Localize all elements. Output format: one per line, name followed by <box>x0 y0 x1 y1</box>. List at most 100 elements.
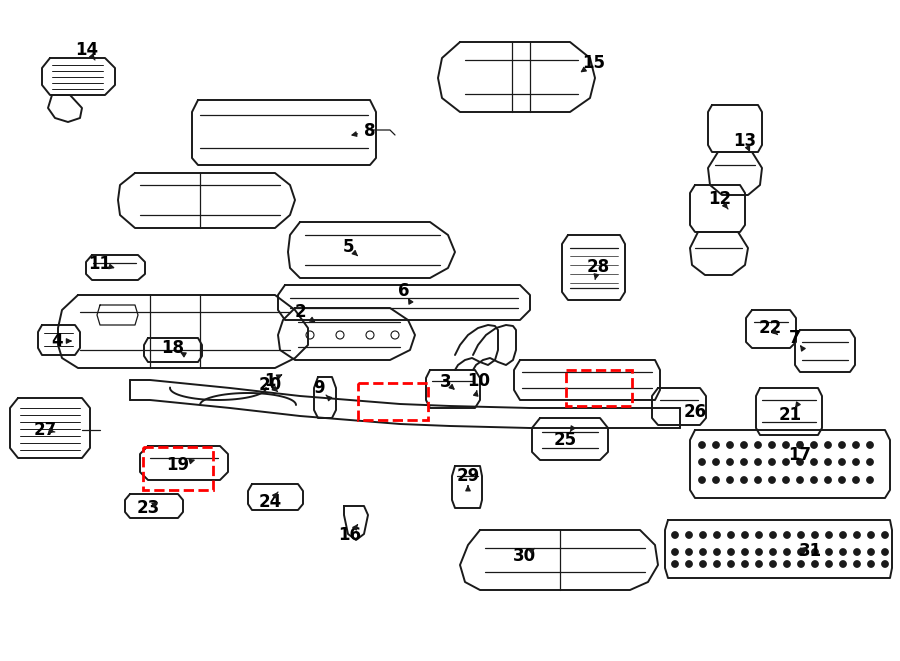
Circle shape <box>796 477 804 483</box>
Circle shape <box>686 531 692 539</box>
Circle shape <box>825 531 833 539</box>
Polygon shape <box>708 105 762 152</box>
Circle shape <box>755 549 762 555</box>
Circle shape <box>868 561 875 568</box>
Polygon shape <box>690 185 745 232</box>
Text: 8: 8 <box>364 122 376 140</box>
Polygon shape <box>144 338 202 362</box>
Circle shape <box>840 531 847 539</box>
Polygon shape <box>344 506 368 540</box>
Circle shape <box>825 561 833 568</box>
Text: 1: 1 <box>265 372 275 390</box>
Circle shape <box>796 459 804 465</box>
Circle shape <box>770 531 777 539</box>
Circle shape <box>797 549 805 555</box>
Polygon shape <box>118 173 295 228</box>
Circle shape <box>824 459 832 465</box>
Circle shape <box>741 459 748 465</box>
Polygon shape <box>288 222 455 278</box>
Text: 3: 3 <box>440 373 452 391</box>
Polygon shape <box>452 466 482 508</box>
Circle shape <box>698 442 706 449</box>
Circle shape <box>853 561 860 568</box>
Circle shape <box>852 459 860 465</box>
Circle shape <box>839 459 845 465</box>
Circle shape <box>742 531 749 539</box>
Polygon shape <box>86 255 145 280</box>
Circle shape <box>713 477 719 483</box>
Circle shape <box>811 477 817 483</box>
Text: 13: 13 <box>734 132 757 150</box>
Circle shape <box>811 442 817 449</box>
Polygon shape <box>125 494 183 518</box>
Circle shape <box>839 442 845 449</box>
Text: 16: 16 <box>338 526 362 544</box>
Circle shape <box>881 561 888 568</box>
Text: 22: 22 <box>759 319 781 337</box>
Circle shape <box>727 549 734 555</box>
Text: 15: 15 <box>582 54 606 72</box>
Circle shape <box>754 477 761 483</box>
Bar <box>566 370 632 406</box>
Circle shape <box>812 531 818 539</box>
Text: 18: 18 <box>161 339 184 357</box>
Polygon shape <box>10 398 90 458</box>
Text: 30: 30 <box>512 547 535 565</box>
Polygon shape <box>38 325 80 355</box>
Circle shape <box>726 459 734 465</box>
Circle shape <box>782 459 789 465</box>
Text: 27: 27 <box>33 421 57 439</box>
Polygon shape <box>690 430 890 498</box>
Circle shape <box>699 549 707 555</box>
Polygon shape <box>314 377 336 418</box>
Circle shape <box>852 477 860 483</box>
Circle shape <box>811 459 817 465</box>
Text: 20: 20 <box>258 376 282 394</box>
Polygon shape <box>278 308 415 360</box>
Circle shape <box>671 561 679 568</box>
Text: 11: 11 <box>88 255 112 273</box>
Circle shape <box>782 442 789 449</box>
Circle shape <box>812 549 818 555</box>
Circle shape <box>782 477 789 483</box>
Polygon shape <box>756 388 822 435</box>
Polygon shape <box>438 42 595 112</box>
Text: 10: 10 <box>467 372 491 390</box>
Circle shape <box>784 549 790 555</box>
Text: 29: 29 <box>456 467 480 485</box>
Circle shape <box>686 561 692 568</box>
Circle shape <box>713 442 719 449</box>
Circle shape <box>727 561 734 568</box>
Circle shape <box>714 561 721 568</box>
Circle shape <box>769 477 776 483</box>
Circle shape <box>742 561 749 568</box>
Text: 23: 23 <box>137 499 159 517</box>
Circle shape <box>852 442 860 449</box>
Polygon shape <box>665 520 892 578</box>
Circle shape <box>825 549 833 555</box>
Circle shape <box>686 549 692 555</box>
Text: 19: 19 <box>166 456 190 474</box>
Polygon shape <box>248 484 303 510</box>
Polygon shape <box>708 152 762 195</box>
Text: 24: 24 <box>258 493 282 511</box>
Polygon shape <box>97 305 138 325</box>
Circle shape <box>726 442 734 449</box>
Polygon shape <box>426 370 480 408</box>
Polygon shape <box>460 530 658 590</box>
Circle shape <box>698 459 706 465</box>
Text: 12: 12 <box>708 190 732 208</box>
Circle shape <box>812 561 818 568</box>
Circle shape <box>867 477 874 483</box>
Text: 17: 17 <box>788 446 812 464</box>
Circle shape <box>853 549 860 555</box>
Circle shape <box>754 459 761 465</box>
Circle shape <box>714 531 721 539</box>
Circle shape <box>784 561 790 568</box>
Circle shape <box>698 477 706 483</box>
Circle shape <box>671 549 679 555</box>
Text: 28: 28 <box>587 258 609 276</box>
Circle shape <box>853 531 860 539</box>
Circle shape <box>868 549 875 555</box>
Bar <box>143 447 213 490</box>
